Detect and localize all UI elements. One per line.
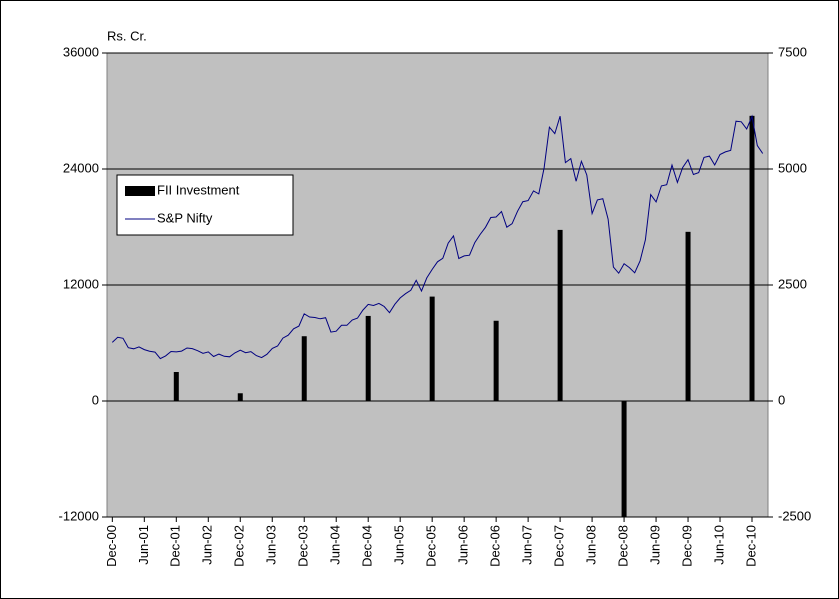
x-tick-label: Dec-04 <box>360 525 375 567</box>
x-tick-label: Dec-06 <box>488 525 503 567</box>
bar <box>685 231 691 401</box>
x-tick-label: Dec-08 <box>616 525 631 567</box>
y2-tick-label: 5000 <box>778 160 807 175</box>
y-tick-label: 0 <box>92 392 99 407</box>
x-tick-label: Dec-00 <box>104 525 119 567</box>
bar <box>557 229 563 401</box>
y2-tick-label: 7500 <box>778 44 807 59</box>
x-tick-label: Jun-09 <box>647 525 662 565</box>
bar <box>621 401 627 517</box>
bar <box>173 372 179 401</box>
x-tick-label: Jun-07 <box>520 525 535 565</box>
x-tick-label: Jun-01 <box>136 525 151 565</box>
x-tick-label: Jun-06 <box>456 525 471 565</box>
x-tick-label: Dec-07 <box>552 525 567 567</box>
x-tick-label: Dec-10 <box>743 525 758 567</box>
x-tick-label: Jun-04 <box>328 525 343 565</box>
bar <box>301 336 307 401</box>
y2-tick-label: 0 <box>778 392 785 407</box>
legend-swatch <box>125 186 155 196</box>
legend-label: FII Investment <box>157 182 240 197</box>
y-tick-label: 36000 <box>63 44 99 59</box>
y2-tick-label: -2500 <box>778 508 811 523</box>
bar <box>365 315 371 401</box>
legend-box <box>116 174 294 236</box>
bar <box>749 115 755 401</box>
x-tick-label: Dec-09 <box>679 525 694 567</box>
line <box>111 114 764 360</box>
x-tick-label: Jun-10 <box>711 525 726 565</box>
x-tick-label: Jun-02 <box>200 525 215 565</box>
y-axis-label: Rs. Cr. <box>107 28 147 43</box>
x-tick-label: Jun-03 <box>264 525 279 565</box>
x-tick-label: Jun-05 <box>392 525 407 565</box>
x-tick-label: Dec-02 <box>232 525 247 567</box>
x-tick-label: Dec-05 <box>424 525 439 567</box>
x-tick-label: Dec-03 <box>296 525 311 567</box>
y-tick-label: 12000 <box>63 276 99 291</box>
x-tick-label: Dec-01 <box>168 525 183 567</box>
bar <box>237 393 243 401</box>
legend-label: S&P Nifty <box>157 210 213 225</box>
y-tick-label: -12000 <box>59 508 99 523</box>
bar <box>429 296 435 401</box>
bar <box>493 320 499 401</box>
x-tick-label: Jun-08 <box>584 525 599 565</box>
y-tick-label: 24000 <box>63 160 99 175</box>
y2-tick-label: 2500 <box>778 276 807 291</box>
